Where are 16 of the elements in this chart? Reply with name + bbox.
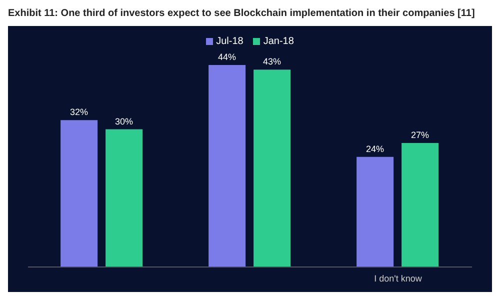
- data-label: 30%: [115, 116, 134, 126]
- chart-title: Exhibit 11: One third of investors expect to see Blockchain implementation in their companies [11]: [8, 8, 476, 21]
- bar: [106, 129, 143, 267]
- bar: [208, 65, 246, 267]
- bar: [254, 70, 291, 267]
- bar: [60, 120, 98, 267]
- x-tick-label: I don't know: [374, 273, 422, 284]
- data-label: 43%: [263, 56, 282, 67]
- data-label: 44%: [218, 52, 236, 62]
- bar: [402, 143, 439, 267]
- data-label: 32%: [70, 107, 88, 118]
- legend-label: Jan-18: [262, 36, 294, 47]
- legend-label: Jul-18: [215, 36, 244, 47]
- data-label: 27%: [411, 130, 430, 140]
- bar: [356, 156, 394, 267]
- data-label: 24%: [366, 144, 384, 154]
